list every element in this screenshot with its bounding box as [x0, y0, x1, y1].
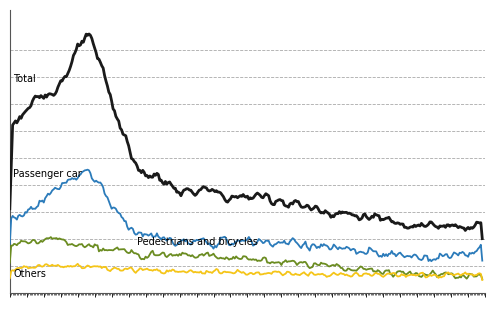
Text: Pedestrians and bicycles: Pedestrians and bicycles: [137, 237, 258, 246]
Text: Passenger car: Passenger car: [13, 169, 82, 179]
Text: Total: Total: [13, 74, 36, 84]
Text: Others: Others: [13, 269, 46, 279]
